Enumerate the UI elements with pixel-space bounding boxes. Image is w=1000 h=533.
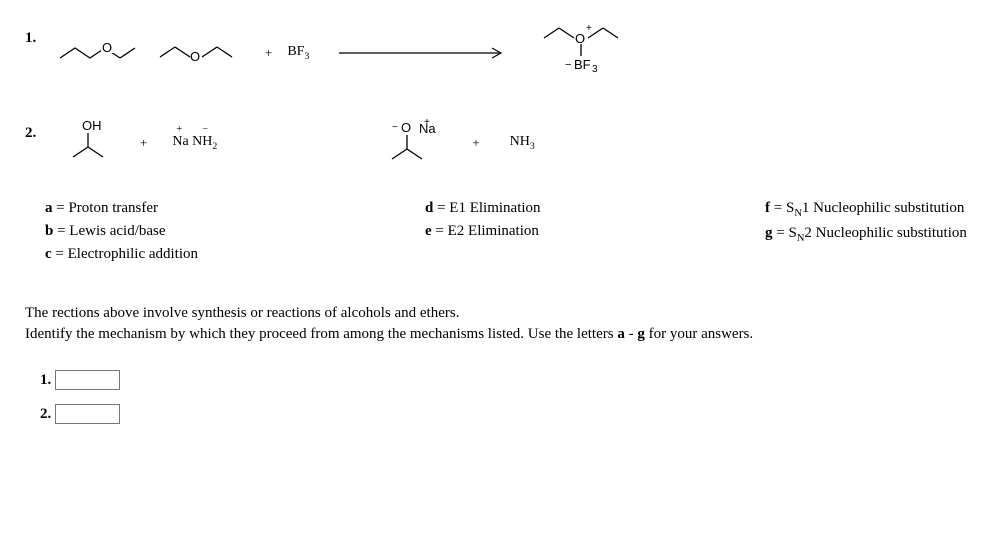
product-1: O + − BF 3 [539,20,644,85]
plus-sign-2b: + [472,135,479,151]
reaction-2: 2. OH + + − Na NH2 − O + Na [25,115,975,170]
reaction-2-content: OH + + − Na NH2 − O + Na + [55,115,535,170]
svg-text:−: − [565,59,571,71]
svg-text:OH: OH [82,118,102,133]
mechanism-column-3: f = SN1 Nucleophilic substitution g = SN… [765,200,967,263]
svg-text:+: + [586,23,592,34]
svg-text:O: O [102,40,112,55]
svg-text:O: O [575,31,585,46]
answer-number-1: 1. [40,372,55,389]
plus-sign-1: + [265,45,272,61]
question-number-1: 1. [25,20,55,47]
reaction-arrow-1 [334,43,514,63]
reaction-1-content: O O O + BF3 [55,20,644,85]
svg-text:3: 3 [592,64,598,75]
sodium-amide: + − Na NH2 [172,134,217,152]
mechanism-d: d = E1 Elimination [425,200,765,217]
reactant-2-structure: OH [55,115,125,170]
mechanism-e: e = E2 Elimination [425,223,765,240]
mechanism-c: c = Electrophilic addition [45,246,425,263]
instructions-line-1: The rections above involve synthesis or … [25,303,975,324]
mechanism-column-2: d = E1 Elimination e = E2 Elimination [425,200,765,263]
svg-text:Na: Na [419,121,436,136]
bf3-reagent: BF3 [287,44,309,62]
mechanism-b: b = Lewis acid/base [45,223,425,240]
reaction-1: 1. O O O + BF3 [25,20,975,85]
mechanisms-legend: a = Proton transfer b = Lewis acid/base … [25,200,975,263]
answer-input-1[interactable] [55,370,120,390]
mechanism-g: g = SN2 Nucleophilic substitution [765,225,967,244]
product-2-alkoxide: − O + Na [377,115,467,170]
question-number-2: 2. [25,115,55,142]
ammonia: NH3 [510,134,535,152]
answer-number-2: 2. [40,406,55,423]
svg-text:−: − [392,122,398,133]
instructions-line-2: Identify the mechanism by which they pro… [25,324,975,345]
mechanism-f: f = SN1 Nucleophilic substitution [765,200,967,219]
answer-row-2: 2. [25,404,975,424]
svg-text:O: O [190,49,200,64]
reactant-1-structure: O O [55,33,155,73]
answer-row-1: 1. [25,370,975,390]
answer-input-2[interactable] [55,404,120,424]
mechanism-a: a = Proton transfer [45,200,425,217]
svg-text:O: O [401,120,411,135]
mechanism-column-1: a = Proton transfer b = Lewis acid/base … [25,200,425,263]
instructions-text: The rections above involve synthesis or … [25,303,975,345]
plus-sign-2a: + [140,135,147,151]
ether-structure-1: O [155,35,250,70]
svg-text:BF: BF [574,57,591,72]
